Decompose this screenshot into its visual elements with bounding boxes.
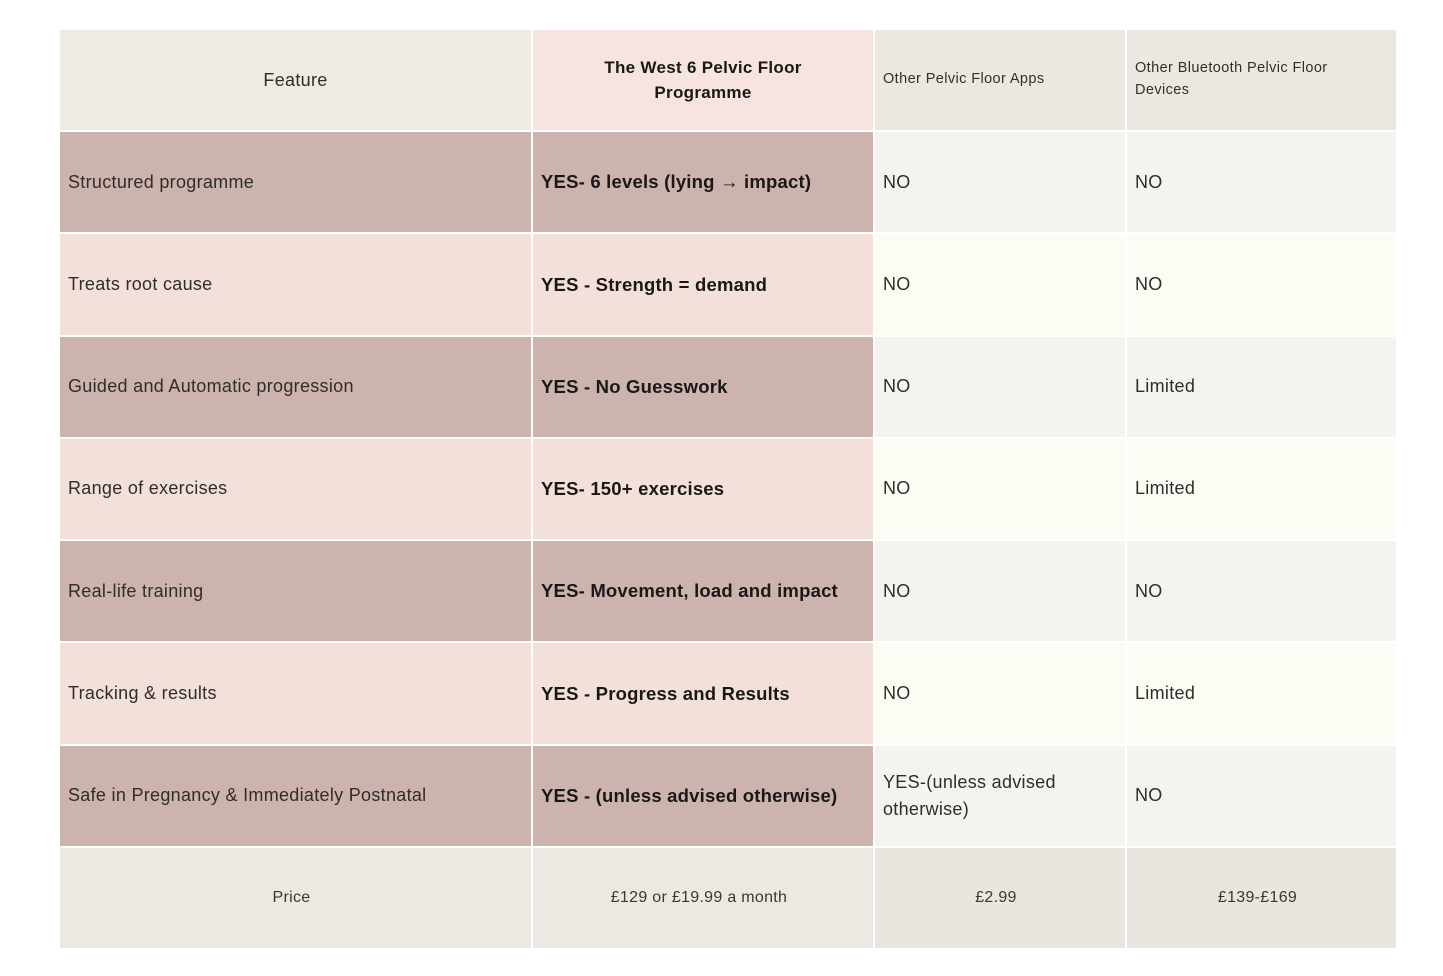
price-west6-cell: £129 or £19.99 a month — [533, 847, 873, 948]
price-devices-cell: £139-£169 — [1127, 847, 1396, 948]
west6-cell: YES- Movement, load and impact — [533, 541, 873, 642]
apps-cell: NO — [875, 541, 1125, 642]
west6-cell: YES - (unless advised otherwise) — [533, 745, 873, 846]
feature-cell: Safe in Pregnancy & Immediately Postnata… — [60, 745, 531, 846]
apps-cell: NO — [875, 643, 1125, 744]
devices-cell: NO — [1127, 745, 1396, 846]
apps-cell: NO — [875, 132, 1125, 233]
devices-cell: NO — [1127, 234, 1396, 335]
apps-cell: NO — [875, 336, 1125, 437]
header-west6-programme: The West 6 Pelvic Floor Programme — [533, 30, 873, 131]
header-bluetooth-devices: Other Bluetooth Pelvic Floor Devices — [1127, 30, 1396, 131]
feature-cell: Tracking & results — [60, 643, 531, 744]
devices-cell: NO — [1127, 132, 1396, 233]
header-feature: Feature — [60, 30, 531, 131]
feature-cell: Real-life training — [60, 541, 531, 642]
west6-cell: YES - Strength = demand — [533, 234, 873, 335]
west6-cell: YES - No Guesswork — [533, 336, 873, 437]
comparison-table: Feature The West 6 Pelvic Floor Programm… — [60, 30, 1396, 948]
price-label-cell: Price — [60, 847, 531, 948]
west6-cell: YES- 150+ exercises — [533, 438, 873, 540]
devices-cell: NO — [1127, 541, 1396, 642]
west6-cell: YES- 6 levels (lying → impact) — [533, 132, 873, 233]
feature-cell: Guided and Automatic progression — [60, 336, 531, 437]
apps-cell: YES-(unless advised otherwise) — [875, 745, 1125, 846]
apps-cell: NO — [875, 234, 1125, 335]
feature-cell: Structured programme — [60, 132, 531, 233]
price-apps-cell: £2.99 — [875, 847, 1125, 948]
devices-cell: Limited — [1127, 438, 1396, 540]
devices-cell: Limited — [1127, 643, 1396, 744]
header-other-apps: Other Pelvic Floor Apps — [875, 30, 1125, 131]
west6-cell: YES - Progress and Results — [533, 643, 873, 744]
feature-cell: Range of exercises — [60, 438, 531, 540]
apps-cell: NO — [875, 438, 1125, 540]
feature-cell: Treats root cause — [60, 234, 531, 335]
devices-cell: Limited — [1127, 336, 1396, 437]
